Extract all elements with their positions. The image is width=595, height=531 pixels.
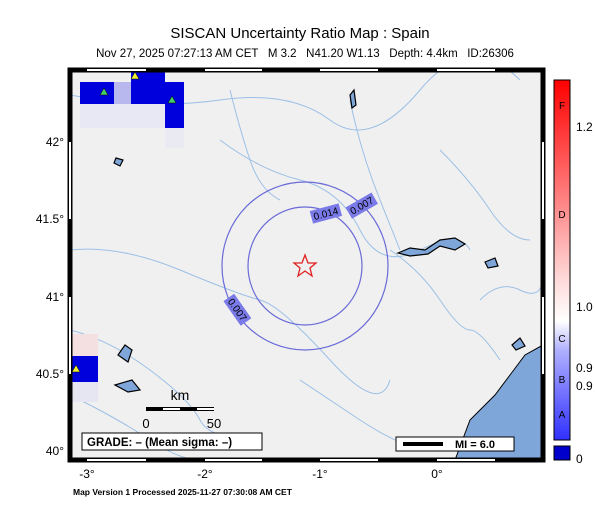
- lat-label: 41.5°: [36, 212, 64, 226]
- scale-start: 0: [142, 416, 149, 431]
- map-frame: [67, 67, 546, 463]
- scale-unit: km: [171, 387, 190, 403]
- scale-end: 50: [207, 416, 221, 431]
- lat-label: 40°: [46, 444, 64, 458]
- mi-legend: MI = 6.0: [455, 439, 495, 451]
- colorbar: 1.2 1.0 0.9 0.9 0 F D C B A: [553, 79, 593, 466]
- lon-label: -2°: [197, 467, 213, 481]
- map-body: 0.007 0.014 0.007 km 0 50 GRADE: – (Mean…: [70, 70, 543, 460]
- grade-letter: F: [559, 101, 565, 112]
- subtitle: Nov 27, 2025 07:27:13 AM CET M 3.2 N41.2…: [96, 48, 514, 60]
- lat-label: 40.5°: [36, 367, 64, 381]
- lon-labels: -3° -2° -1° 0°: [79, 467, 443, 481]
- lakes: [113, 88, 526, 393]
- title: SISCAN Uncertainty Ratio Map : Spain: [170, 25, 429, 42]
- lat-label: 41°: [46, 290, 64, 304]
- lon-label: 0°: [431, 467, 443, 481]
- footer: Map Version 1 Processed 2025-11-27 07:30…: [73, 487, 293, 497]
- contours: [221, 181, 389, 351]
- lat-label: 42°: [46, 135, 64, 149]
- stations: [71, 71, 177, 373]
- lon-label: -3°: [79, 467, 95, 481]
- grade: GRADE: – (Mean sigma: –): [87, 437, 232, 449]
- sea: [454, 344, 543, 460]
- grade-letter: D: [558, 210, 565, 221]
- grade-box: [81, 432, 263, 451]
- grade-letter: C: [558, 334, 565, 345]
- colorbar-min: [553, 445, 571, 461]
- lat-labels: 42° 41.5° 41° 40.5° 40°: [36, 135, 64, 458]
- colorbar-gradient: [553, 79, 571, 441]
- land: [70, 70, 543, 460]
- colorbar-label: 0.9: [576, 361, 593, 375]
- colorbar-label: 0.9: [576, 379, 593, 393]
- mi-box: [395, 436, 515, 452]
- colorbar-label: 1.0: [576, 300, 593, 314]
- epicenter: [292, 253, 318, 278]
- colorbar-label: 1.2: [576, 120, 593, 134]
- grade-letter: B: [559, 375, 566, 386]
- lon-label: -1°: [312, 467, 328, 481]
- grade-letter: A: [559, 410, 566, 421]
- colorbar-label: 0: [576, 452, 583, 466]
